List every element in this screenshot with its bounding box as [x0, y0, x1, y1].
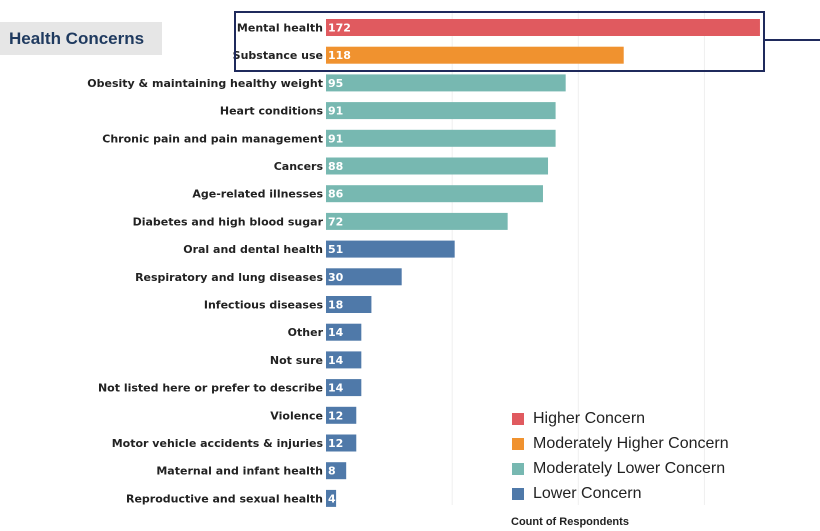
- value-label: 14: [328, 354, 344, 367]
- value-label: 172: [328, 22, 351, 35]
- value-label: 14: [328, 326, 344, 339]
- value-label: 30: [328, 271, 344, 284]
- bar: [326, 185, 543, 203]
- category-label: Reproductive and sexual health: [126, 492, 323, 505]
- title-background: [0, 22, 162, 55]
- category-label: Other: [288, 326, 324, 339]
- value-label: 95: [328, 77, 343, 90]
- category-label: Infectious diseases: [204, 299, 324, 312]
- highlight-box: [234, 11, 820, 72]
- value-label: 88: [328, 160, 343, 173]
- bar: [326, 102, 556, 120]
- category-label: Chronic pain and pain management: [102, 132, 323, 145]
- x-axis-title: Count of Respondents: [511, 516, 629, 528]
- category-label: Obesity & maintaining healthy weight: [87, 77, 323, 90]
- bar: [326, 19, 760, 36]
- bar: [326, 240, 455, 258]
- bar: [326, 296, 372, 313]
- value-label: 4: [328, 492, 336, 505]
- value-label: 51: [328, 243, 343, 256]
- bar: [326, 46, 624, 64]
- value-label: 118: [328, 49, 351, 62]
- value-label: 12: [328, 437, 343, 450]
- chart-title: Health Concerns: [9, 29, 145, 48]
- legend-swatch: [512, 487, 524, 500]
- category-label: Respiratory and lung diseases: [135, 271, 323, 284]
- bar: [326, 129, 556, 147]
- bar: [326, 74, 566, 92]
- bar: [326, 323, 362, 341]
- value-label: 72: [328, 215, 343, 228]
- category-label: Mental health: [237, 22, 323, 35]
- value-label: 12: [328, 409, 343, 422]
- category-label: Violence: [270, 409, 323, 422]
- value-label: 8: [328, 465, 336, 478]
- legend-swatch: [512, 462, 524, 475]
- category-label: Heart conditions: [220, 105, 324, 118]
- legend-swatch: [512, 437, 524, 450]
- legend-item: Moderately Lower Concern: [512, 456, 729, 481]
- legend-label: Higher Concern: [533, 409, 646, 427]
- legend-item: Lower Concern: [512, 481, 729, 506]
- bars: Mental health 172 Substance use 118 Obesity …: [87, 19, 760, 507]
- bar: [326, 268, 402, 286]
- highlight-rect: [234, 11, 765, 72]
- bar: [326, 406, 357, 424]
- legend-label: Moderately Higher Concern: [533, 434, 729, 452]
- value-label: 91: [328, 105, 343, 118]
- category-label: Motor vehicle accidents & injuries: [112, 437, 324, 450]
- value-label: 18: [328, 299, 343, 312]
- bar: [326, 157, 549, 175]
- legend-item: Moderately Higher Concern: [512, 431, 729, 456]
- bar: [326, 434, 357, 452]
- bar: [326, 379, 362, 397]
- category-label: Not sure: [270, 354, 323, 367]
- bar: [326, 351, 362, 369]
- category-label: Maternal and infant health: [156, 465, 323, 478]
- bar: [326, 489, 337, 507]
- category-label: Not listed here or prefer to describe: [98, 382, 323, 395]
- bar: [326, 212, 508, 230]
- legend-swatch: [512, 412, 524, 425]
- legend-label: Moderately Lower Concern: [533, 459, 726, 477]
- value-label: 14: [328, 382, 344, 395]
- category-label: Cancers: [274, 160, 324, 173]
- category-label: Oral and dental health: [183, 243, 323, 256]
- legend-label: Lower Concern: [533, 484, 642, 502]
- legend-item: Higher Concern: [512, 406, 729, 431]
- legend: Higher Concern Moderately Higher Concern M…: [512, 406, 729, 506]
- category-label: Diabetes and high blood sugar: [133, 215, 324, 228]
- value-label: 86: [328, 188, 344, 201]
- value-label: 91: [328, 132, 343, 145]
- bar: [326, 462, 347, 480]
- category-label: Substance use: [233, 49, 323, 62]
- category-label: Age-related illnesses: [192, 188, 323, 201]
